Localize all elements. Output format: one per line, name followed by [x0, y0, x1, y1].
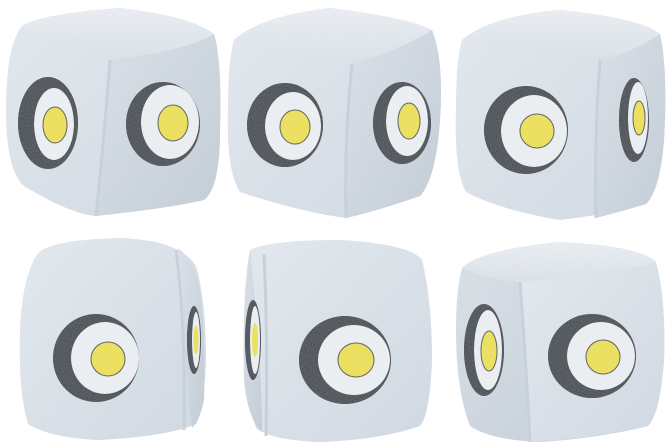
cube-2-left-eye: [247, 83, 323, 167]
cube-6-side-eye: [464, 304, 504, 396]
cube-3-left-eye: [484, 86, 568, 174]
cube-2: [227, 8, 441, 219]
cube-5: [243, 240, 432, 442]
cube-4-side-eye: [187, 306, 201, 374]
cube-1: [6, 8, 221, 217]
cube-1-left-eye: [18, 77, 78, 169]
cube-5-side-eye: [245, 300, 261, 380]
cube-4: [19, 238, 206, 440]
cube-3-right-eye: [619, 78, 649, 162]
cube-5-front-eye: [299, 316, 391, 404]
cube-2-right-eye: [373, 82, 431, 164]
cube-3: [455, 10, 666, 220]
cube-4-front-eye: [53, 314, 139, 402]
cube-1-right-eye: [126, 82, 200, 166]
cube-6-front-eye: [548, 314, 636, 398]
cube-6: [456, 242, 665, 443]
